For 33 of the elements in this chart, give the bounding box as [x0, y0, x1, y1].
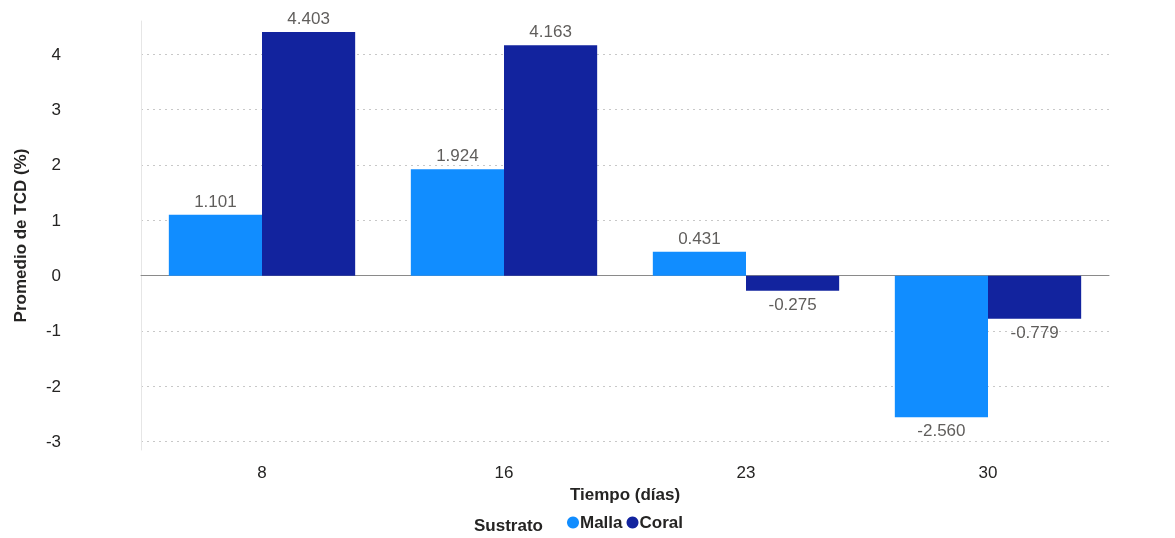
y-tick-label: 1 [51, 210, 61, 230]
y-tick-label: 0 [51, 266, 61, 286]
bar [504, 45, 598, 276]
y-tick-label: -3 [45, 432, 61, 452]
bar [262, 31, 356, 276]
legend-label: Malla [580, 513, 624, 532]
y-tick-label: 3 [51, 100, 61, 120]
x-tick-label: 23 [736, 463, 756, 482]
data-label: -0.275 [768, 294, 817, 314]
legend-title: Sustrato [474, 516, 543, 535]
bar [894, 275, 988, 418]
y-tick-label: 4 [51, 44, 61, 64]
data-label: -0.779 [1010, 322, 1059, 342]
legend-label: Coral [639, 513, 683, 532]
data-label: 0.431 [678, 228, 721, 248]
data-label: 1.101 [194, 191, 237, 211]
y-tick-label: -2 [45, 376, 61, 396]
bar [988, 275, 1082, 319]
bar [168, 214, 262, 276]
y-tick-label: -1 [45, 321, 61, 341]
data-label: 4.403 [287, 8, 330, 28]
bar [746, 275, 840, 291]
data-label: 4.163 [529, 22, 572, 42]
x-tick-label: 30 [978, 463, 998, 482]
bar [410, 169, 504, 276]
y-tick-label: 2 [51, 155, 61, 175]
y-axis-title: Promedio de TCD (%) [11, 148, 30, 323]
data-label: 1.924 [436, 146, 479, 166]
x-tick-label: 8 [257, 463, 267, 482]
data-label: -2.560 [917, 421, 966, 441]
bar [652, 251, 746, 276]
x-axis-title: Tiempo (días) [569, 485, 681, 504]
x-tick-label: 16 [494, 463, 514, 482]
